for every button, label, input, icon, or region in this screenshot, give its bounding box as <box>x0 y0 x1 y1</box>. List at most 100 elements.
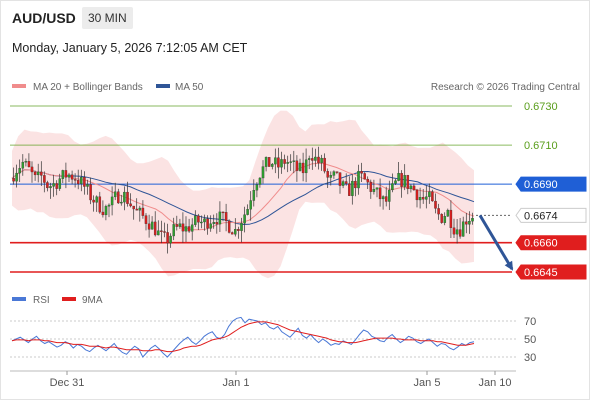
candle-body <box>141 207 145 216</box>
candle-body <box>153 221 157 236</box>
candle-body <box>169 235 172 244</box>
candle-body <box>70 174 74 180</box>
candle-body <box>110 196 114 206</box>
candle-body <box>55 183 58 189</box>
candle-body <box>227 220 231 233</box>
candle-body <box>132 205 135 210</box>
candle-body <box>107 204 111 207</box>
candle-body <box>465 221 468 225</box>
candle-body <box>184 226 188 232</box>
candle-body <box>261 166 265 179</box>
level-tag-0.6690 <box>515 176 587 192</box>
rsi-legend: RSI 9MA <box>12 295 103 306</box>
candle-body <box>129 203 132 207</box>
candle-body <box>412 185 416 191</box>
candle-body <box>286 162 289 164</box>
rsi-line <box>11 316 475 358</box>
candle-body <box>64 170 68 178</box>
candle-body <box>418 197 422 201</box>
rsi-legend-label: RSI <box>33 295 50 306</box>
level-tag-0.6660 <box>515 235 587 251</box>
main-legend: MA 20 + Bollinger Bands MA 50 Research ©… <box>12 82 580 93</box>
ma20-legend-swatch <box>12 84 26 88</box>
candle-body <box>67 174 71 178</box>
candle-body <box>314 156 317 161</box>
x-tick-label: Jan 5 <box>414 377 441 389</box>
x-tick-label: Dec 31 <box>50 377 85 389</box>
candle-body <box>317 156 320 164</box>
candle-body <box>249 200 252 210</box>
ma9-legend-swatch <box>62 297 76 301</box>
candle-body <box>280 159 283 168</box>
candle-body <box>323 157 326 172</box>
ma20-legend-label: MA 20 + Bollinger Bands <box>33 82 143 93</box>
candle-body <box>369 182 373 192</box>
candle-body <box>307 158 311 160</box>
candle-body <box>147 223 151 230</box>
candle-body <box>409 185 413 189</box>
candle-body <box>298 162 302 171</box>
candle-body <box>243 214 246 224</box>
candle-body <box>421 197 425 200</box>
candle-body <box>178 223 182 227</box>
candle-body <box>160 230 163 232</box>
candle-body <box>92 199 95 203</box>
candle-body <box>49 186 52 189</box>
rsi-legend-swatch <box>12 297 26 301</box>
candle-body <box>135 208 139 211</box>
ma50-legend-swatch <box>156 84 170 88</box>
candle-body <box>76 180 80 184</box>
timeframe-badge[interactable]: 30 MIN <box>82 7 133 29</box>
candle-body <box>446 209 450 217</box>
candle-body <box>289 161 293 163</box>
rsi-panel: 70 50 30 <box>10 316 536 364</box>
candle-body <box>224 212 228 221</box>
candle-body <box>61 170 65 179</box>
rsi-ma9-line <box>11 321 475 353</box>
candle-body <box>326 171 329 178</box>
projection-arrow <box>478 214 514 271</box>
candle-body <box>120 201 123 204</box>
candle-body <box>301 162 305 174</box>
candle-body <box>344 181 348 184</box>
candle-body <box>338 172 342 186</box>
x-tick-label: Jan 1 <box>223 377 250 389</box>
level-label-0.6660: 0.6660 <box>524 238 558 250</box>
candle-body <box>73 179 77 181</box>
candle-body <box>18 168 21 174</box>
ma50-line <box>11 169 475 226</box>
candle-body <box>458 229 462 237</box>
candle-body <box>113 191 117 198</box>
candle-body <box>194 215 197 225</box>
candle-body <box>212 222 216 224</box>
price-levels <box>10 105 512 273</box>
ma20-line <box>11 162 475 231</box>
candle-body <box>203 218 206 223</box>
candle-body <box>461 221 465 237</box>
candle-body <box>138 207 142 211</box>
candle-body <box>468 221 471 225</box>
candle-body <box>98 196 102 213</box>
candle-body <box>277 157 280 168</box>
rsi-tick-70: 70 <box>524 316 536 328</box>
candle-body <box>406 175 410 189</box>
candle-body <box>400 173 403 187</box>
candle-body <box>425 196 428 200</box>
candle-body <box>348 183 351 196</box>
level-label-0.6645: 0.6645 <box>524 267 558 279</box>
instrument-symbol: AUD/USD <box>12 10 76 26</box>
rsi-tick-30: 30 <box>524 352 536 364</box>
candle-body <box>388 189 391 202</box>
candle-body <box>144 215 148 224</box>
candle-body <box>351 180 354 196</box>
candle-body <box>157 230 160 236</box>
candle-body <box>95 196 98 203</box>
candle-body <box>357 171 360 189</box>
timestamp: Monday, January 5, 2026 7:12:05 AM CET <box>12 41 248 55</box>
candle-body <box>434 200 437 209</box>
candle-body <box>218 211 222 225</box>
bollinger-band <box>12 110 474 279</box>
candle-body <box>101 211 105 216</box>
candle-body <box>378 187 382 200</box>
candle-body <box>206 218 209 229</box>
